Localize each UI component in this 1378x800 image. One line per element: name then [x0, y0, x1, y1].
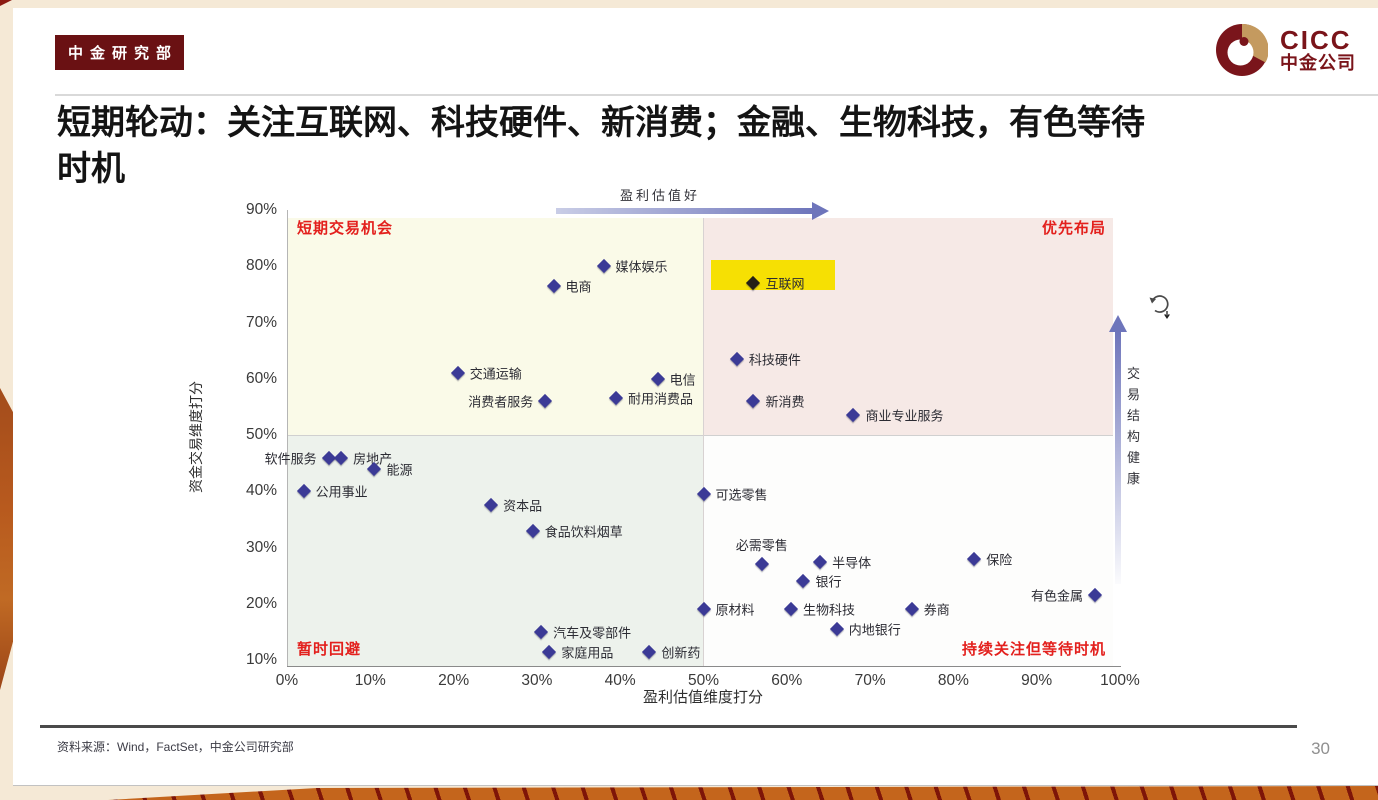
x-tick-label: 80%: [937, 672, 969, 689]
scatter-point-label: 创新药: [661, 645, 701, 661]
grab-cursor-icon: [1146, 291, 1174, 326]
scatter-point-label: 新消费: [765, 394, 805, 410]
scatter-point-label: 保险: [986, 552, 1013, 568]
quadrant-bottom-left: [287, 435, 703, 666]
x-tick-label: 10%: [354, 672, 386, 689]
cicc-logo: CICC 中金公司: [1216, 24, 1356, 76]
scatter-point-label: 电商: [565, 279, 592, 295]
top-arrow-head-icon: [812, 202, 829, 220]
x-tick-label: 50%: [687, 672, 720, 689]
y-axis-title: 资金交易维度打分: [188, 381, 204, 493]
y-tick-label: 90%: [245, 201, 277, 218]
page-number: 30: [1311, 739, 1330, 758]
right-arrow: [1115, 331, 1121, 584]
background-texture-bottom: [108, 786, 1378, 800]
x-tick-label: 20%: [438, 672, 470, 689]
cicc-logo-icon: [1216, 24, 1268, 76]
scatter-point-label: 有色金属: [1030, 588, 1083, 604]
scatter-point-label: 公用事业: [315, 484, 368, 500]
x-tick-label: 60%: [771, 672, 803, 689]
right-arrow-head-icon: [1109, 315, 1127, 332]
logo-cn-label: 中金公司: [1280, 53, 1356, 74]
background-texture-left: [0, 388, 13, 690]
x-axis-title: 盈利估值维度打分: [642, 689, 763, 706]
scatter-point-label: 媒体娱乐: [615, 259, 668, 275]
y-tick-label: 30%: [245, 538, 277, 556]
background-corner-accent: [0, 0, 12, 6]
y-tick-label: 50%: [245, 426, 277, 443]
gridline-horizontal-50: [287, 435, 1113, 436]
scatter-point-label: 能源: [386, 462, 413, 478]
scatter-point-label: 互联网: [765, 276, 805, 292]
x-tick-label: 40%: [604, 672, 636, 689]
quadrant-bottom-right: [703, 435, 1113, 666]
quadrant-label-bottom-right: 持续关注但等待时机: [961, 641, 1106, 658]
quadrant-top-right: [703, 218, 1113, 436]
scatter-point-label: 原材料: [715, 602, 755, 618]
quadrant-top-left: [287, 218, 703, 436]
title-divider: [55, 94, 1378, 96]
x-tick-label: 100%: [1100, 672, 1140, 689]
scatter-point-label: 软件服务: [264, 451, 317, 466]
logo-cicc-label: CICC: [1280, 24, 1352, 55]
x-tick-label: 90%: [1021, 672, 1053, 689]
scatter-point-label: 银行: [815, 574, 842, 590]
scatter-point-label: 房地产: [353, 451, 393, 466]
y-axis-line: [287, 210, 288, 666]
research-dept-badge: 中金研究部: [55, 35, 185, 70]
x-axis-line: [287, 666, 1121, 667]
y-tick-label: 60%: [245, 369, 277, 387]
scatter-point-label: 交通运输: [469, 366, 522, 382]
quadrant-label-top-left: 短期交易机会: [297, 220, 394, 237]
x-tick-label: 30%: [521, 672, 553, 689]
scatter-point-label: 家庭用品: [561, 645, 614, 661]
scatter-point-label: 汽车及零部件: [553, 625, 632, 641]
y-tick-label: 40%: [245, 482, 277, 500]
scatter-point-label: 生物科技: [802, 602, 855, 618]
y-tick-label: 70%: [245, 313, 277, 331]
source-note: 资料来源：Wind，FactSet，中金公司研究部: [57, 740, 294, 754]
quadrant-label-top-right: 优先布局: [1041, 220, 1106, 237]
x-tick-label: 0%: [275, 672, 299, 689]
y-tick-label: 10%: [245, 651, 277, 668]
highlight-rect: [711, 260, 836, 291]
top-arrow-label: 盈利估值好: [619, 188, 700, 203]
top-arrow: [556, 208, 814, 214]
footer-divider: [40, 725, 1297, 728]
scatter-point-label: 耐用消费品: [628, 391, 694, 407]
scatter-point-label: 商业专业服务: [865, 408, 944, 424]
scatter-point-label: 券商: [923, 602, 950, 618]
scatter-point-label: 内地银行: [848, 622, 901, 638]
y-tick-label: 20%: [245, 594, 277, 612]
scatter-point-label: 科技硬件: [748, 352, 801, 368]
right-arrow-label: 交易结构健康: [1127, 366, 1141, 486]
scatter-point-label: 食品饮料烟草: [544, 524, 623, 540]
quadrant-label-bottom-left: 暂时回避: [297, 641, 362, 658]
page-title: 短期轮动：关注互联网、科技硬件、新消费；金融、生物科技，有色等待 时机: [57, 104, 1145, 188]
y-tick-label: 80%: [245, 257, 277, 275]
scatter-point-label: 电信: [669, 372, 696, 388]
scatter-point-label: 可选零售: [715, 487, 768, 503]
gridline-vertical-50: [703, 218, 704, 666]
scatter-point-label: 消费者服务: [468, 394, 534, 410]
x-tick-label: 70%: [854, 672, 886, 689]
scatter-point-label: 半导体: [832, 555, 872, 571]
scatter-point-label: 资本品: [503, 498, 543, 514]
scatter-point-label: 必需零售: [735, 538, 788, 554]
cicc-logo-text: CICC 中金公司: [1280, 24, 1356, 74]
